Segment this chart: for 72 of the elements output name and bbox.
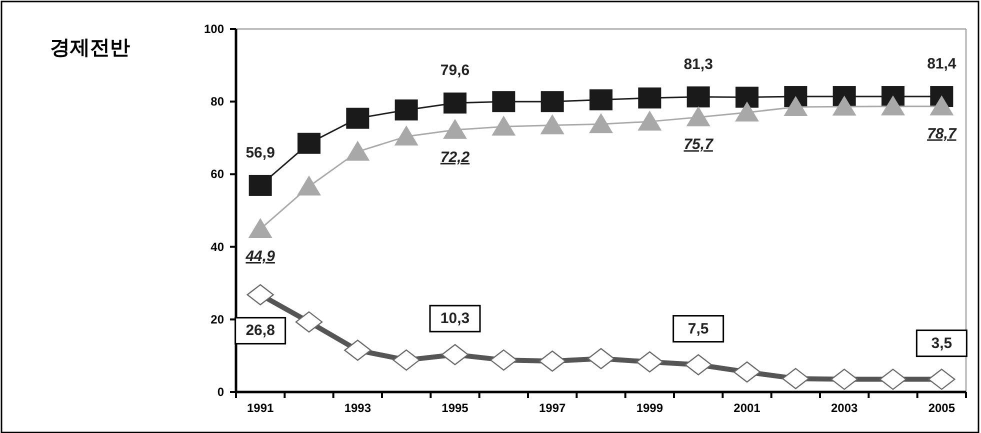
point [830, 368, 858, 390]
point [295, 311, 323, 333]
y-tick-label: 0 [217, 385, 224, 399]
chart-title: 경제전반 [50, 37, 130, 59]
point [589, 113, 613, 134]
point [636, 351, 664, 372]
point [881, 95, 905, 116]
y-tick-label: 100 [204, 22, 224, 36]
y-tick-label: 60 [210, 167, 224, 182]
data-label: 10,3 [440, 310, 470, 328]
label-box: 26,8 [234, 316, 286, 344]
point [784, 96, 808, 116]
x-tick-label: 1997 [538, 401, 566, 415]
point [538, 350, 566, 372]
x-tick-label: 1999 [636, 401, 664, 415]
point [540, 91, 564, 112]
data-label: 79,6 [440, 62, 470, 80]
x-tick-label: 1993 [344, 401, 372, 415]
point [587, 348, 615, 370]
data-label: 81,3 [684, 56, 713, 73]
point [246, 284, 274, 306]
point [394, 99, 418, 120]
data-label: 75,7 [684, 136, 714, 154]
point [733, 361, 761, 383]
point [638, 87, 662, 108]
point [394, 125, 418, 146]
point [638, 110, 662, 131]
x-tick-label: 2003 [830, 401, 858, 415]
point [492, 91, 516, 112]
point [346, 108, 370, 129]
x-tick-label: 1991 [246, 401, 274, 415]
point [443, 118, 467, 139]
data-label: 56,9 [246, 144, 275, 162]
label-box: 10,3 [429, 304, 481, 332]
point [248, 218, 272, 238]
point [444, 92, 466, 114]
data-label: 26,8 [246, 322, 275, 340]
point [590, 89, 612, 110]
x-tick-label: 2001 [734, 401, 761, 415]
x-tick-label: 1995 [442, 401, 469, 415]
point [492, 116, 516, 136]
point [686, 86, 710, 108]
point [879, 368, 907, 390]
point [736, 86, 758, 108]
point [928, 368, 956, 390]
point [344, 340, 372, 361]
y-tick-label: 20 [210, 312, 224, 326]
label-box: 7,5 [672, 315, 724, 343]
data-label: 81,4 [927, 56, 957, 73]
point [832, 96, 856, 116]
point [782, 368, 810, 390]
data-label: 78,7 [927, 125, 957, 142]
label-box: 3,5 [916, 330, 968, 358]
point [248, 174, 272, 196]
point [346, 140, 370, 161]
point [686, 106, 710, 126]
point [298, 132, 320, 154]
x-tick-label: 2005 [928, 401, 956, 415]
data-label: 72,2 [440, 148, 470, 166]
data-label: 3,5 [931, 334, 952, 352]
point [297, 176, 321, 196]
point [540, 114, 564, 134]
point [441, 344, 469, 366]
y-tick-label: 80 [210, 94, 224, 109]
y-tick-label: 40 [210, 240, 224, 254]
point [392, 349, 420, 371]
data-label: 44,9 [244, 248, 276, 266]
point [490, 349, 518, 371]
data-label: 7,5 [688, 320, 709, 338]
point [930, 95, 954, 116]
point [684, 354, 712, 376]
point [735, 101, 759, 122]
